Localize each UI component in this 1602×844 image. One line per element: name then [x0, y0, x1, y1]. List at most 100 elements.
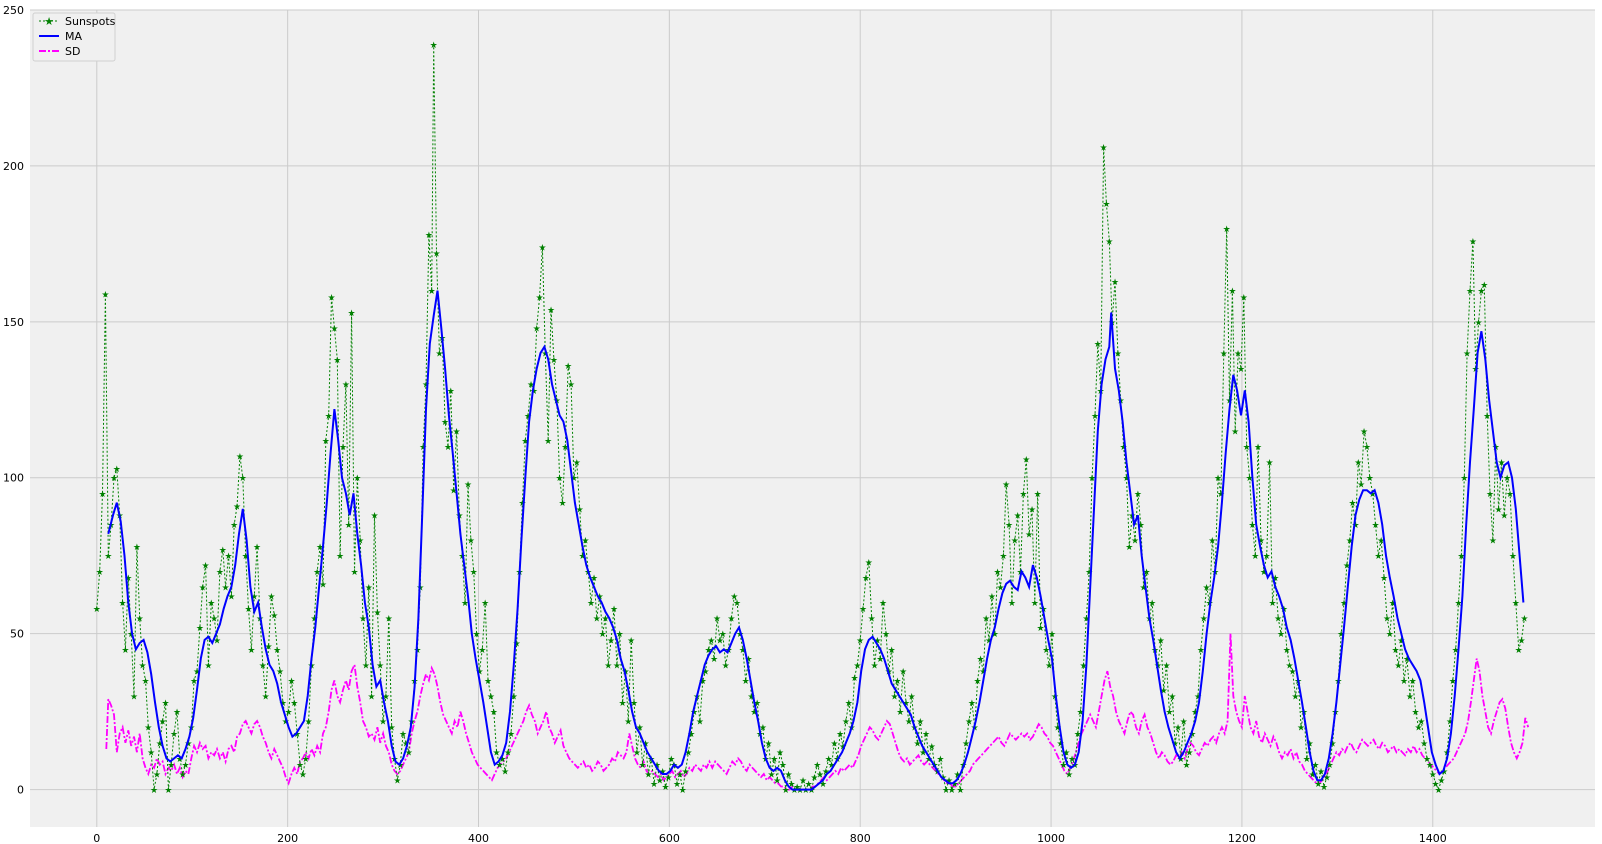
sunspots-point: ★ [702, 668, 710, 678]
sunspots-point: ★ [999, 552, 1007, 562]
sunspots-point: ★ [1329, 739, 1337, 749]
sunspots-point: ★ [979, 668, 987, 678]
sunspots-point: ★ [719, 630, 727, 640]
sunspots-point: ★ [1220, 350, 1228, 360]
sunspots-point: ★ [1460, 474, 1468, 484]
sunspots-point: ★ [127, 630, 135, 640]
legend-sd-label: SD [65, 45, 80, 58]
sunspots-point: ★ [1034, 490, 1042, 500]
sunspots-point: ★ [1183, 761, 1191, 771]
sunspots-point: ★ [247, 646, 255, 656]
sunspots-point: ★ [1002, 481, 1010, 491]
sunspots-point: ★ [1420, 739, 1428, 749]
sunspots-point: ★ [790, 786, 798, 796]
sunspots-point: ★ [276, 668, 284, 678]
sunspots-point: ★ [310, 615, 318, 625]
sunspots-point: ★ [1228, 287, 1236, 297]
sunspots-point: ★ [147, 749, 155, 759]
sunspots-point: ★ [121, 646, 129, 656]
sunspots-point: ★ [576, 505, 584, 515]
sunspots-point: ★ [919, 749, 927, 759]
sunspots-point: ★ [948, 786, 956, 796]
sunspots-point: ★ [541, 350, 549, 360]
sunspots-point: ★ [370, 512, 378, 522]
sunspots-point: ★ [544, 437, 552, 447]
sunspots-point: ★ [495, 761, 503, 771]
sunspots-point: ★ [1437, 777, 1445, 787]
sunspots-point: ★ [213, 636, 221, 646]
sunspots-point: ★ [1291, 693, 1299, 703]
sunspots-point: ★ [750, 708, 758, 718]
sunspots-point: ★ [393, 777, 401, 787]
sunspots-point: ★ [1426, 761, 1434, 771]
sunspots-point: ★ [1188, 730, 1196, 740]
sunspots-point: ★ [1412, 708, 1420, 718]
sunspots-point: ★ [1377, 537, 1385, 547]
sunspots-point: ★ [616, 630, 624, 640]
sunspots-point: ★ [607, 636, 615, 646]
sunspots-point: ★ [1237, 365, 1245, 375]
sunspots-point: ★ [710, 655, 718, 665]
sunspots-point: ★ [739, 646, 747, 656]
sunspots-point: ★ [1140, 583, 1148, 593]
y-axis: 0 50 100 150 200 250 [3, 4, 24, 797]
sunspots-point: ★ [273, 646, 281, 656]
sunspots-point: ★ [204, 661, 212, 671]
sunspots-point: ★ [282, 718, 290, 728]
sunspots-point: ★ [707, 636, 715, 646]
sunspots-point: ★ [1337, 630, 1345, 640]
sunspots-point: ★ [441, 418, 449, 428]
sunspots-point: ★ [1506, 490, 1514, 500]
sunspots-point: ★ [487, 693, 495, 703]
sunspots-point: ★ [1380, 574, 1388, 584]
sunspots-point: ★ [385, 615, 393, 625]
sunspots-point: ★ [619, 699, 627, 709]
sunspots-point: ★ [868, 615, 876, 625]
sunspots-point: ★ [478, 646, 486, 656]
sunspots-point: ★ [1071, 761, 1079, 771]
sunspots-point: ★ [1082, 615, 1090, 625]
sunspots-point: ★ [336, 552, 344, 562]
sunspots-point: ★ [985, 636, 993, 646]
sunspots-point: ★ [330, 325, 338, 335]
sunspots-point: ★ [1360, 428, 1368, 438]
sunspots-point: ★ [1243, 443, 1251, 453]
sunspots-point: ★ [962, 739, 970, 749]
sunspots-point: ★ [1028, 505, 1036, 515]
sunspots-point: ★ [345, 521, 353, 531]
sunspots-point: ★ [1392, 646, 1400, 656]
sunspots-point: ★ [153, 771, 161, 781]
sunspots-point: ★ [641, 739, 649, 749]
sunspots-point: ★ [524, 412, 532, 422]
sunspots-point: ★ [210, 615, 218, 625]
sunspots-point: ★ [447, 387, 455, 397]
sunspots-point: ★ [1366, 474, 1374, 484]
sunspots-point: ★ [419, 443, 427, 453]
x-tick-label: 400 [468, 832, 489, 844]
sunspots-point: ★ [850, 674, 858, 684]
sunspots-point: ★ [690, 708, 698, 718]
sunspots-point: ★ [133, 543, 141, 553]
sunspots-point: ★ [475, 668, 483, 678]
sunspots-point: ★ [770, 755, 778, 765]
sunspots-point: ★ [807, 786, 815, 796]
legend-sunspots-label: Sunspots [65, 15, 116, 28]
sunspots-point: ★ [1059, 761, 1067, 771]
sunspots-point: ★ [382, 693, 390, 703]
sunspots-point: ★ [661, 783, 669, 793]
sunspots-point: ★ [1065, 771, 1073, 781]
sunspots-point: ★ [704, 646, 712, 656]
sunspots-point: ★ [1085, 568, 1093, 578]
sunspots-point: ★ [359, 615, 367, 625]
sunspots-point: ★ [965, 718, 973, 728]
sunspots-point: ★ [667, 755, 675, 765]
sunspots-point: ★ [219, 546, 227, 556]
sunspots-point: ★ [613, 661, 621, 671]
sunspots-point: ★ [1403, 655, 1411, 665]
sunspots-point: ★ [1483, 412, 1491, 422]
sunspots-point: ★ [1011, 537, 1019, 547]
sunspots-point: ★ [865, 558, 873, 568]
sunspots-point: ★ [1077, 708, 1085, 718]
sunspots-point: ★ [141, 677, 149, 687]
sunspots-point: ★ [93, 605, 101, 615]
